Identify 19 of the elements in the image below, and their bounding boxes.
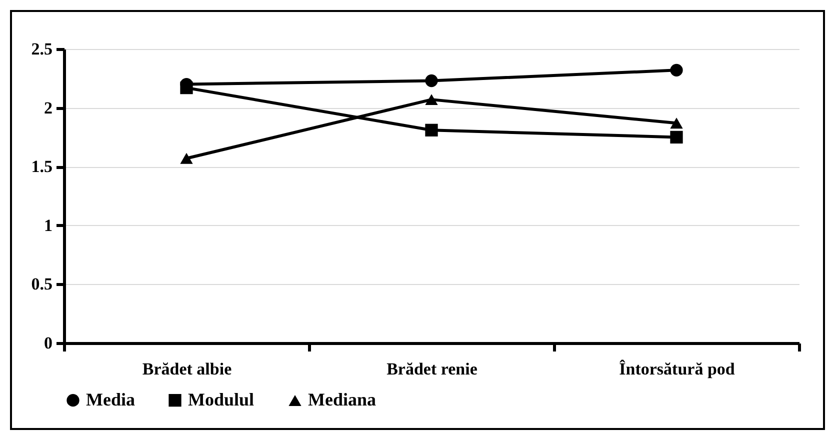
- point: [425, 124, 438, 136]
- x-tick-label: Brădet renie: [386, 360, 478, 378]
- x-tick-label: Brădet albie: [142, 360, 232, 378]
- point: [670, 64, 683, 76]
- point: [180, 152, 193, 164]
- point: [425, 74, 438, 88]
- y-tick-label: 2: [44, 98, 52, 118]
- legend-label: Media: [86, 389, 135, 410]
- x-tick-label: Întorsătură pod: [619, 360, 736, 378]
- point: [425, 94, 438, 106]
- point: [670, 118, 683, 129]
- y-tick-label: 1.5: [31, 157, 52, 176]
- y-tick-label: 0: [44, 334, 52, 352]
- legend-label: Modulul: [188, 389, 254, 410]
- legend-label: Mediana: [308, 390, 376, 410]
- y-tick-label: 1: [44, 216, 52, 235]
- y-tick-label: 2.5: [31, 40, 52, 58]
- point: [670, 130, 683, 144]
- y-tick-label: 0.5: [31, 274, 52, 294]
